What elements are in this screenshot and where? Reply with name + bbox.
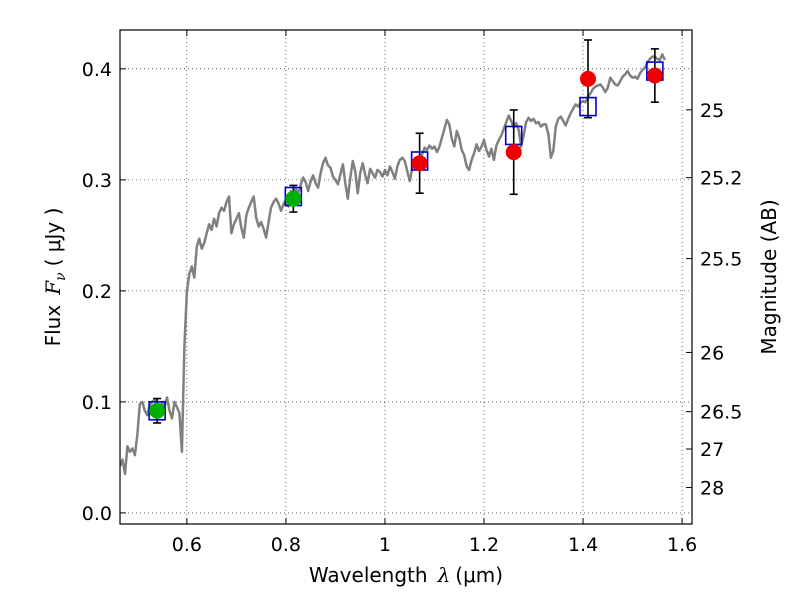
x-axis-label-unit: (μm) bbox=[455, 563, 503, 587]
y-tick-label: 0.2 bbox=[82, 281, 112, 303]
x-axis-label-symbol: λ bbox=[437, 563, 451, 587]
mag-tick-label: 26.5 bbox=[700, 402, 742, 424]
y-axis-label-text: Flux bbox=[41, 305, 65, 347]
spectrum-line bbox=[120, 53, 666, 476]
red-point bbox=[580, 70, 596, 87]
x-axis-label-text: Wavelength bbox=[309, 563, 428, 587]
y-axis-label-symbol: F bbox=[41, 280, 65, 296]
green-point bbox=[285, 190, 302, 207]
x-tick-label: 1.4 bbox=[568, 534, 598, 556]
mag-tick-label: 28 bbox=[700, 477, 724, 499]
y-axis-label: Flux Fν ( μJy ) bbox=[41, 208, 69, 347]
y-tick-label: 0.1 bbox=[82, 392, 112, 414]
x-tick-label: 0.6 bbox=[172, 534, 202, 556]
data-layer bbox=[120, 39, 666, 476]
green-point bbox=[149, 402, 166, 419]
y-axis-label-subscript: ν bbox=[53, 272, 69, 281]
red-point bbox=[505, 144, 522, 161]
y-tick-label: 0.0 bbox=[82, 503, 112, 525]
y-tick-label: 0.3 bbox=[82, 170, 112, 192]
y-axis-label-unit: ( μJy ) bbox=[41, 208, 65, 267]
plot-frame bbox=[119, 29, 693, 525]
x-tick-label: 1 bbox=[379, 534, 391, 556]
mag-tick-label: 25 bbox=[700, 100, 724, 122]
red-point bbox=[646, 67, 663, 84]
mag-tick-label: 25.2 bbox=[700, 168, 742, 190]
mag-tick-label: 25.5 bbox=[700, 249, 742, 271]
grid-lines bbox=[120, 30, 692, 524]
red-point bbox=[411, 155, 428, 172]
y-tick-label: 0.4 bbox=[82, 59, 112, 81]
y2-axis-label: Magnitude (AB) bbox=[757, 199, 781, 354]
x-tick-label: 1.2 bbox=[469, 534, 499, 556]
x-tick-label: 1.6 bbox=[667, 534, 697, 556]
axis-ticks: 0.6 0.8 1 1.2 1.4 1.6 0.0 0.1 0.2 0.3 0.4 25 25.2 25.… bbox=[82, 30, 742, 556]
mag-tick-label: 26 bbox=[700, 342, 724, 364]
x-axis-label: Wavelength λ (μm) bbox=[309, 563, 503, 587]
model-square bbox=[579, 96, 597, 117]
mag-tick-label: 27 bbox=[700, 439, 724, 461]
x-tick-label: 0.8 bbox=[271, 534, 301, 556]
